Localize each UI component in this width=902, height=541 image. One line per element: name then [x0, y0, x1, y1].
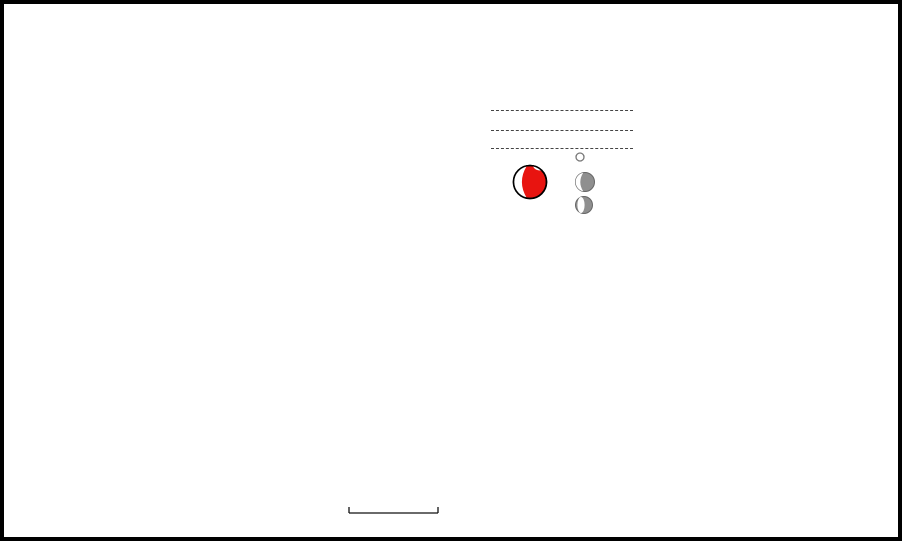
dashed-rule: [491, 130, 633, 131]
focal-mechanism-graphics: [512, 152, 595, 214]
misfit-reduction-chart: [644, 56, 902, 226]
misfit-reduction-plot: [644, 56, 902, 226]
iso-icon: [575, 152, 585, 162]
taiwan-map-panel: [644, 216, 902, 541]
dc-icon: [575, 172, 595, 192]
time-scalebar: [348, 507, 439, 514]
best-fit-solution-panel: [491, 24, 649, 214]
dashed-rule: [491, 148, 633, 149]
clvd-icon: [575, 196, 593, 214]
taiwan-station-map: [644, 216, 902, 541]
dashed-rule: [491, 110, 633, 111]
beachball-icon: [512, 164, 548, 200]
